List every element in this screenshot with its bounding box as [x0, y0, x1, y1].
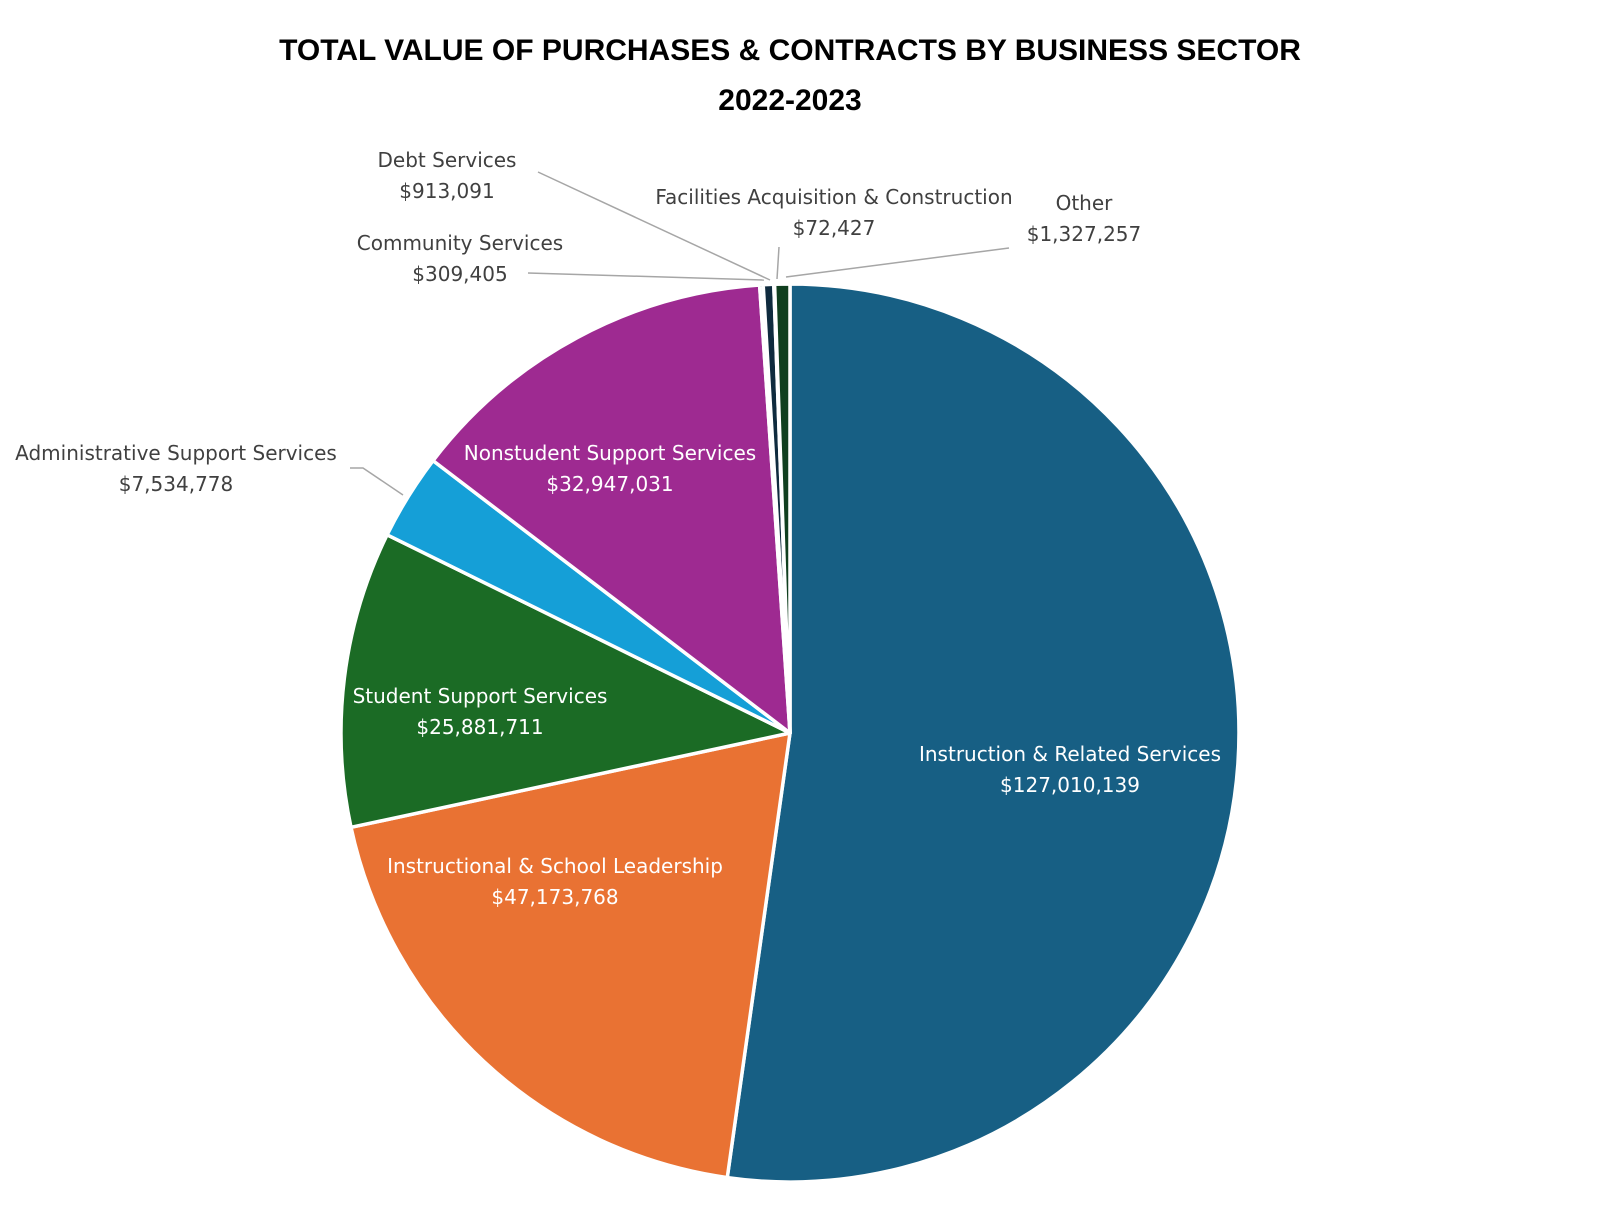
slice-label-name: Administrative Support Services — [15, 441, 337, 465]
pie-slice-instruction-related-services — [725, 282, 1241, 1184]
chart-title: TOTAL VALUE OF PURCHASES & CONTRACTS BY … — [279, 34, 1301, 67]
slice-label-value: $309,405 — [412, 262, 507, 286]
slice-label-name: Nonstudent Support Services — [464, 441, 756, 465]
slice-label-value: $7,534,778 — [119, 472, 234, 496]
chart-subtitle: 2022-2023 — [718, 84, 861, 117]
slice-labels: Instruction & Related Services $127,010,1… — [15, 148, 1221, 909]
pie-slice-student-support-services — [339, 533, 792, 830]
leader-line — [350, 467, 404, 496]
pie-slices — [339, 282, 1241, 1184]
slice-label-name: Instructional & School Leadership — [387, 854, 723, 878]
pie-slice-nonstudent-support-services — [431, 283, 792, 735]
slice-label-value: $32,947,031 — [546, 472, 673, 496]
leader-line — [785, 247, 1010, 278]
slice-label-name: Facilities Acquisition & Construction — [655, 185, 1012, 209]
slice-label-name: Student Support Services — [353, 684, 608, 708]
pie-slice-other — [772, 282, 792, 735]
slice-label-value: $127,010,139 — [1000, 773, 1140, 797]
slice-label-name: Debt Services — [378, 148, 517, 172]
leader-lines — [350, 171, 1010, 496]
slice-label-value: $1,327,257 — [1027, 222, 1142, 246]
slice-label-name: Instruction & Related Services — [919, 742, 1221, 766]
leader-line — [527, 272, 765, 281]
leader-line — [537, 171, 771, 281]
leader-line — [776, 246, 780, 280]
slice-label-name: Other — [1056, 191, 1114, 215]
slice-label-value: $913,091 — [399, 179, 494, 203]
slice-label-value: $72,427 — [793, 216, 876, 240]
slice-label-value: $25,881,711 — [416, 715, 543, 739]
pie-slice-instructional-school-leadership — [349, 731, 792, 1180]
slice-label-value: $47,173,768 — [491, 885, 618, 909]
slice-label-name: Community Services — [357, 231, 563, 255]
